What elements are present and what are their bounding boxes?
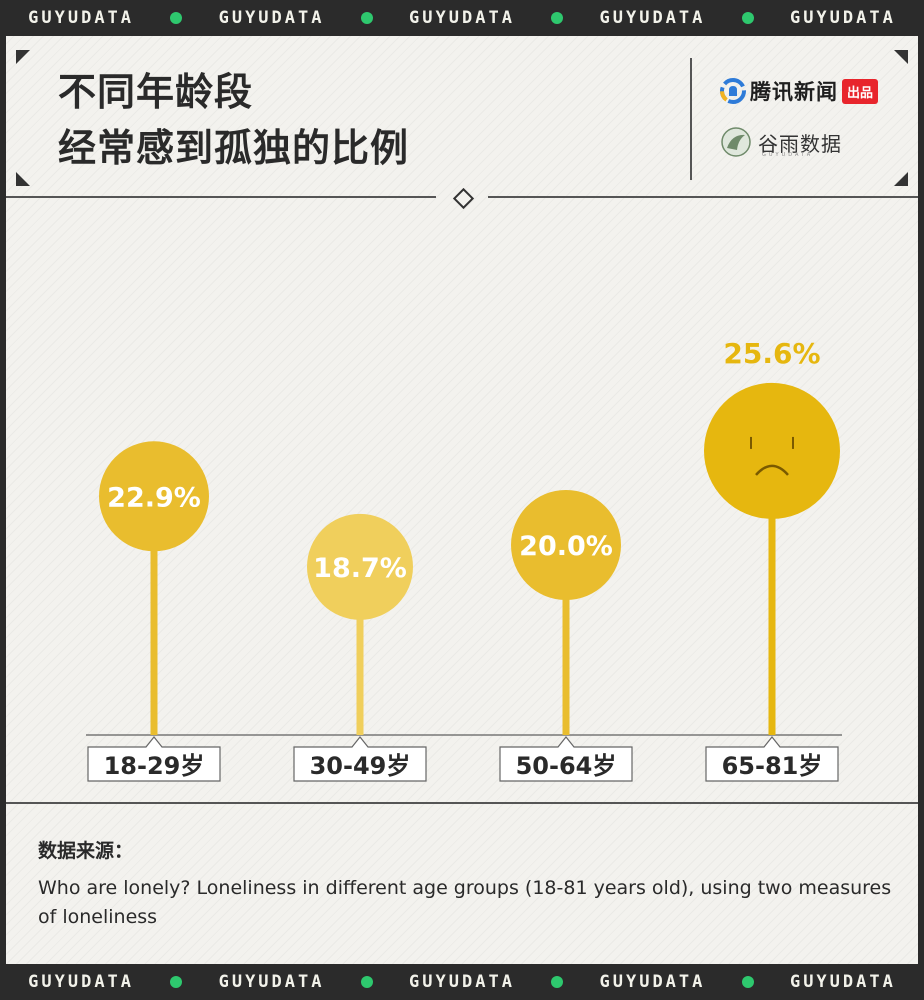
guyu-data-name: 谷雨数据 [758,131,842,156]
source-title: 数据来源： [38,840,134,862]
banner-word: GUYUDATA [789,972,896,992]
category-tab [705,736,839,782]
data-label: 20.0% [519,531,613,562]
lollipop-circle [704,382,840,519]
category-tab [499,736,633,782]
category-label: 30-49岁 [310,752,411,780]
banner-dot-icon [360,976,373,988]
produced-by-tag: 出品 [842,78,879,104]
guyu-data-logo-icon [721,127,751,157]
banner-dot-icon [360,12,373,24]
banner-word: GUYUDATA [218,972,325,992]
title-line-1: 不同年龄段 [58,70,254,114]
corner-mark [894,172,908,186]
banner-word: GUYUDATA [789,8,896,28]
banner-word: GUYUDATA [409,972,515,992]
corner-mark [894,50,908,64]
category-tab [293,736,427,782]
banner-word: GUYUDATA [599,8,706,28]
banner-dot-icon [551,12,564,24]
category-label: 50-64岁 [516,752,617,780]
tencent-news-name: 腾讯新闻 [750,80,838,104]
lollipop-circle [511,490,621,600]
corner-mark [16,50,30,64]
guyu-data-subtitle: GUYUDATA [762,152,814,158]
data-label: 25.6% [723,337,820,370]
category-tab [87,736,221,782]
infographic-card: 不同年龄段 经常感到孤独的比例 腾讯新闻 出品 谷雨数据 GUYUDATA 22… [6,36,918,964]
banner-dot-icon [741,12,754,24]
lollipop-chart: 22.9% 18-29岁 18.7% 30-49岁 20.0% 50-64岁 25.6% 65… [86,337,842,782]
data-label: 18.7% [313,553,407,584]
diamond-ornament-icon [452,187,475,210]
banner-word: GUYUDATA [218,8,325,28]
corner-mark [16,172,30,186]
source-divider [6,802,918,804]
banner-word: GUYUDATA [409,8,515,28]
banner-dot-icon [551,976,564,988]
category-label: 65-81岁 [722,752,823,780]
header-divider [690,58,692,180]
sad-face-mouth-icon [755,464,789,476]
bottom-banner: GUYUDATA GUYUDATA GUYUDATA GUYUDATA GUYUDATA [0,964,924,1000]
tencent-news-brand: 腾讯新闻 出品 [720,76,879,106]
banner-dot-icon [170,12,183,24]
lollipop-circle [99,441,209,552]
page-title: 不同年龄段 经常感到孤独的比例 [58,64,409,176]
banner-word: GUYUDATA [599,972,706,992]
source-text: Who are lonely? Loneliness in different … [38,877,892,928]
section-divider [6,196,918,198]
lollipop-circle [307,513,413,620]
category-label: 18-29岁 [104,752,205,780]
data-label: 22.9% [107,482,201,513]
banner-dot-icon [741,976,754,988]
top-banner: GUYUDATA GUYUDATA GUYUDATA GUYUDATA GUYUDATA [0,0,924,36]
guyu-data-brand: 谷雨数据 GUYUDATA [720,126,842,158]
title-line-2: 经常感到孤独的比例 [58,126,410,170]
tencent-news-logo-icon [720,78,746,104]
banner-dot-icon [170,976,183,988]
banner-word: GUYUDATA [28,972,135,992]
banner-word: GUYUDATA [28,8,135,28]
